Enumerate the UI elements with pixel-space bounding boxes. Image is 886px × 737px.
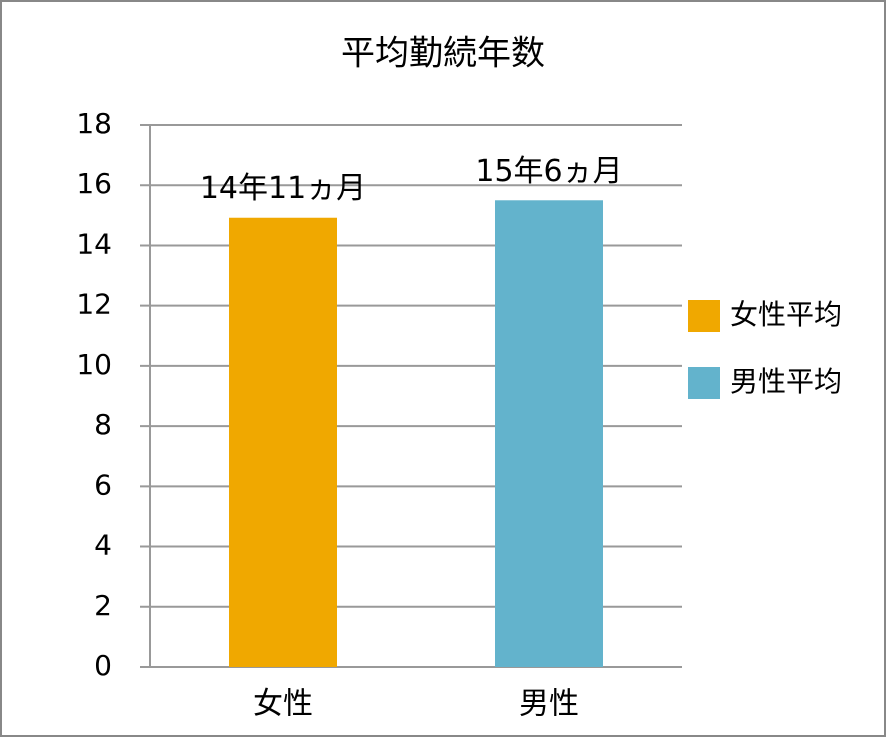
data-label: 15年6ヵ月 bbox=[475, 154, 622, 189]
y-tick-label: 12 bbox=[76, 288, 112, 321]
y-tick-label: 0 bbox=[94, 649, 112, 682]
y-tick-label: 4 bbox=[94, 529, 112, 562]
legend-label: 男性平均 bbox=[730, 365, 842, 398]
bar bbox=[229, 217, 337, 667]
legend-label: 女性平均 bbox=[730, 298, 842, 331]
y-tick-label: 10 bbox=[76, 348, 112, 381]
y-tick-label: 18 bbox=[76, 107, 112, 140]
bar bbox=[495, 200, 603, 667]
x-tick-label: 男性 bbox=[519, 687, 579, 722]
y-tick-label: 14 bbox=[76, 227, 112, 260]
legend-swatch bbox=[688, 300, 720, 332]
y-tick-label: 6 bbox=[94, 468, 112, 501]
legend-swatch bbox=[688, 367, 720, 399]
x-tick-label: 女性 bbox=[253, 687, 313, 722]
y-tick-label: 2 bbox=[94, 589, 112, 622]
y-tick-label: 8 bbox=[94, 408, 112, 441]
data-label: 14年11ヵ月 bbox=[200, 171, 366, 206]
y-tick-label: 16 bbox=[76, 167, 112, 200]
chart-title: 平均勤続年数 bbox=[341, 34, 545, 74]
